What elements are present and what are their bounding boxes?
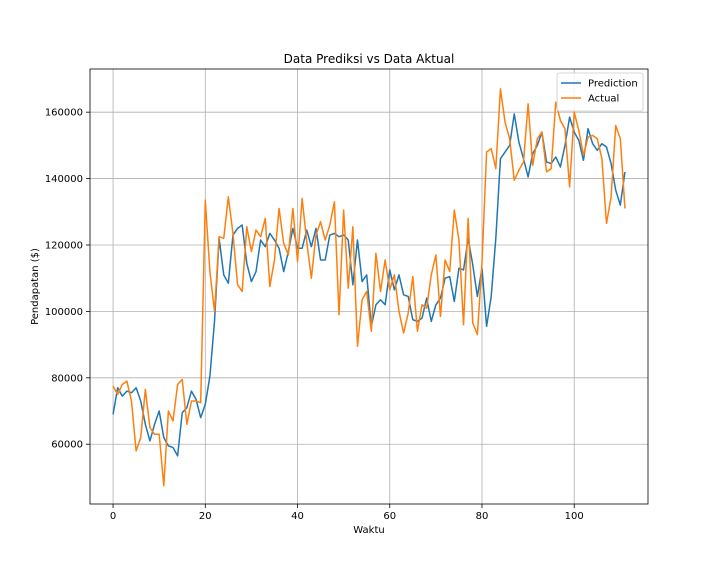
plot-frame	[89, 68, 649, 505]
y-tick-label: 60000	[51, 440, 83, 451]
x-tick-label: 60	[383, 511, 396, 522]
legend-label-actual: Actual	[588, 94, 619, 105]
grid	[90, 69, 648, 504]
x-axis-label: Waktu	[353, 525, 384, 536]
ticks: 0 20 40 60 80 100 60000 80000 100000 120000 140000…	[45, 108, 584, 522]
x-tick-label: 0	[110, 511, 116, 522]
y-tick-label: 100000	[45, 307, 83, 318]
legend-label-prediction: Prediction	[588, 79, 638, 90]
y-tick-label: 140000	[45, 174, 83, 185]
series-layer	[112, 88, 626, 487]
x-tick-label: 80	[476, 511, 489, 522]
chart-title: Data Prediksi vs Data Aktual	[284, 52, 455, 66]
y-tick-label: 80000	[51, 373, 83, 384]
x-tick-label: 40	[291, 511, 304, 522]
y-axis-label: Pendapatan ($)	[30, 248, 41, 325]
series-line-actual	[112, 88, 626, 487]
y-tick-label: 120000	[45, 240, 83, 251]
y-tick-label: 160000	[45, 108, 83, 119]
x-tick-label: 100	[565, 511, 584, 522]
legend: Prediction Actual	[556, 72, 644, 112]
series-line-prediction	[112, 113, 626, 457]
x-tick-label: 20	[199, 511, 212, 522]
